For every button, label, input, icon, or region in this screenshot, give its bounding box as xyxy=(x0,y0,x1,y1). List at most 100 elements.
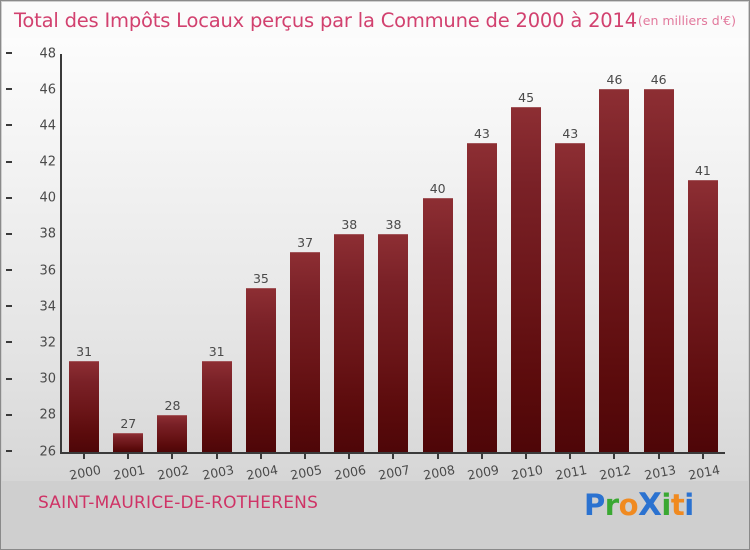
bar-value-label: 45 xyxy=(518,90,535,106)
bar-series: 31 2000 27 2001 28 2002 31 2003 35 2004 37 2005 38 20… xyxy=(62,54,725,483)
bar-group[interactable]: 41 2014 xyxy=(681,54,725,483)
x-axis-tick-mark xyxy=(701,453,704,459)
commune-label: SAINT-MAURICE-DE-ROTHERENS xyxy=(38,493,319,513)
bar-value-label: 40 xyxy=(429,180,446,196)
y-axis-tick-label: 46 xyxy=(39,82,56,98)
x-axis-tick-mark xyxy=(348,453,351,459)
title-units: (en milliers d'€) xyxy=(637,12,736,28)
bar[interactable] xyxy=(599,89,630,452)
x-axis-tick-label: 2008 xyxy=(421,461,456,483)
x-axis-tick-label: 2014 xyxy=(686,461,722,483)
y-axis-tick-label: 26 xyxy=(39,444,56,459)
y-axis-tick-label: 36 xyxy=(39,263,56,279)
bar-value-label: 31 xyxy=(76,343,93,359)
bar-value-label: 46 xyxy=(606,72,623,88)
x-axis-tick-label: 2005 xyxy=(289,461,324,483)
x-axis-tick-label: 2010 xyxy=(510,461,545,483)
logo-letter: t xyxy=(670,488,685,522)
bar-group[interactable]: 38 2007 xyxy=(371,54,415,483)
bar-group[interactable]: 28 2002 xyxy=(150,54,194,483)
bar[interactable] xyxy=(687,179,718,452)
bar[interactable] xyxy=(378,233,409,452)
y-axis-tick-mark xyxy=(6,269,12,272)
bar-value-label: 28 xyxy=(164,397,181,413)
bar[interactable] xyxy=(643,89,674,452)
plot-background: 26 28 30 32 34 36 38 40 42 44 46 48 31 2000 27 2001 28 2… xyxy=(2,38,748,483)
bar-value-label: 43 xyxy=(473,126,490,142)
logo-letter: o xyxy=(618,488,639,522)
bar[interactable] xyxy=(334,233,365,452)
y-axis-tick-mark xyxy=(6,88,12,91)
bar[interactable] xyxy=(290,252,321,452)
x-axis-tick-mark xyxy=(259,453,262,459)
x-axis-tick-label: 2004 xyxy=(244,461,280,483)
bar[interactable] xyxy=(245,288,276,452)
logo-letter: r xyxy=(604,488,619,522)
bar[interactable] xyxy=(157,414,188,452)
bar[interactable] xyxy=(69,360,100,452)
bar-group[interactable]: 31 2003 xyxy=(195,54,239,483)
bar-value-label: 35 xyxy=(252,271,269,287)
bar[interactable] xyxy=(422,197,453,452)
x-axis-tick-mark xyxy=(569,453,572,459)
y-axis-tick-label: 40 xyxy=(39,190,56,206)
y-axis-tick-mark xyxy=(6,232,12,235)
page-title: Total des Impôts Locaux perçus par la Co… xyxy=(14,8,637,32)
bar[interactable] xyxy=(466,143,497,452)
bar-group[interactable]: 38 2006 xyxy=(327,54,371,483)
bar-group[interactable]: 27 2001 xyxy=(106,54,150,483)
y-axis-tick-label: 48 xyxy=(39,46,56,61)
bar[interactable] xyxy=(555,143,586,452)
bar-group[interactable]: 35 2004 xyxy=(239,54,283,483)
y-axis-tick-mark xyxy=(6,341,12,344)
bar[interactable] xyxy=(201,360,232,452)
proxiti-logo[interactable]: ProXiti xyxy=(584,487,694,523)
y-axis-tick-label: 42 xyxy=(39,154,56,170)
bar-group[interactable]: 45 2010 xyxy=(504,54,548,482)
bar-value-label: 37 xyxy=(297,235,314,250)
bar[interactable] xyxy=(113,432,144,452)
x-axis-tick-label: 2009 xyxy=(465,461,501,483)
x-axis-tick-label: 2000 xyxy=(68,461,103,483)
bar-value-label: 41 xyxy=(694,162,711,178)
bar-group[interactable]: 46 2013 xyxy=(637,54,681,483)
bar-group[interactable]: 37 2005 xyxy=(283,54,327,483)
x-axis-tick-label: 2001 xyxy=(112,461,147,483)
bar-value-label: 31 xyxy=(208,343,225,359)
x-axis-tick-mark xyxy=(480,453,483,459)
bar-value-label: 27 xyxy=(120,415,137,431)
x-axis-tick-mark xyxy=(613,453,616,459)
bar-group[interactable]: 43 2009 xyxy=(460,54,504,482)
y-axis-tick-mark xyxy=(6,124,12,127)
y-axis-tick-mark xyxy=(6,196,12,199)
logo-letter: i xyxy=(661,488,671,522)
footer: SAINT-MAURICE-DE-ROTHERENS ProXiti xyxy=(2,481,748,549)
bar-group[interactable]: 46 2012 xyxy=(592,54,636,483)
x-axis-tick-mark xyxy=(171,453,174,459)
bar-group[interactable]: 40 2008 xyxy=(416,54,460,483)
logo-letter: P xyxy=(584,488,605,522)
y-axis-tick-mark xyxy=(6,450,12,452)
bar[interactable] xyxy=(511,107,542,452)
bar-group[interactable]: 31 2000 xyxy=(62,54,106,483)
x-axis-tick-label: 2013 xyxy=(642,461,677,483)
y-axis-tick-label: 34 xyxy=(39,299,56,315)
y-axis-tick-mark xyxy=(6,160,12,163)
x-axis-tick-mark xyxy=(127,453,130,459)
y-axis-tick-label: 44 xyxy=(39,118,56,134)
logo-letter: i xyxy=(684,488,694,522)
y-axis-tick-label: 28 xyxy=(39,407,56,423)
x-axis-tick-label: 2011 xyxy=(554,461,589,483)
y-axis-tick-label: 32 xyxy=(39,335,56,351)
x-axis-tick-label: 2002 xyxy=(156,461,191,483)
title-bar: Total des Impôts Locaux perçus par la Co… xyxy=(2,2,748,38)
bar-group[interactable]: 43 2011 xyxy=(548,54,592,482)
x-axis-tick-label: 2003 xyxy=(200,461,235,483)
y-axis-tick-mark xyxy=(6,305,12,308)
y-axis-tick-mark xyxy=(6,413,12,416)
bar-value-label: 38 xyxy=(341,216,358,232)
plot-area: 26 28 30 32 34 36 38 40 42 44 46 48 31 2000 27 2001 28 2… xyxy=(6,46,725,483)
x-axis-tick-mark xyxy=(525,453,528,459)
x-axis-tick-mark xyxy=(436,453,439,459)
